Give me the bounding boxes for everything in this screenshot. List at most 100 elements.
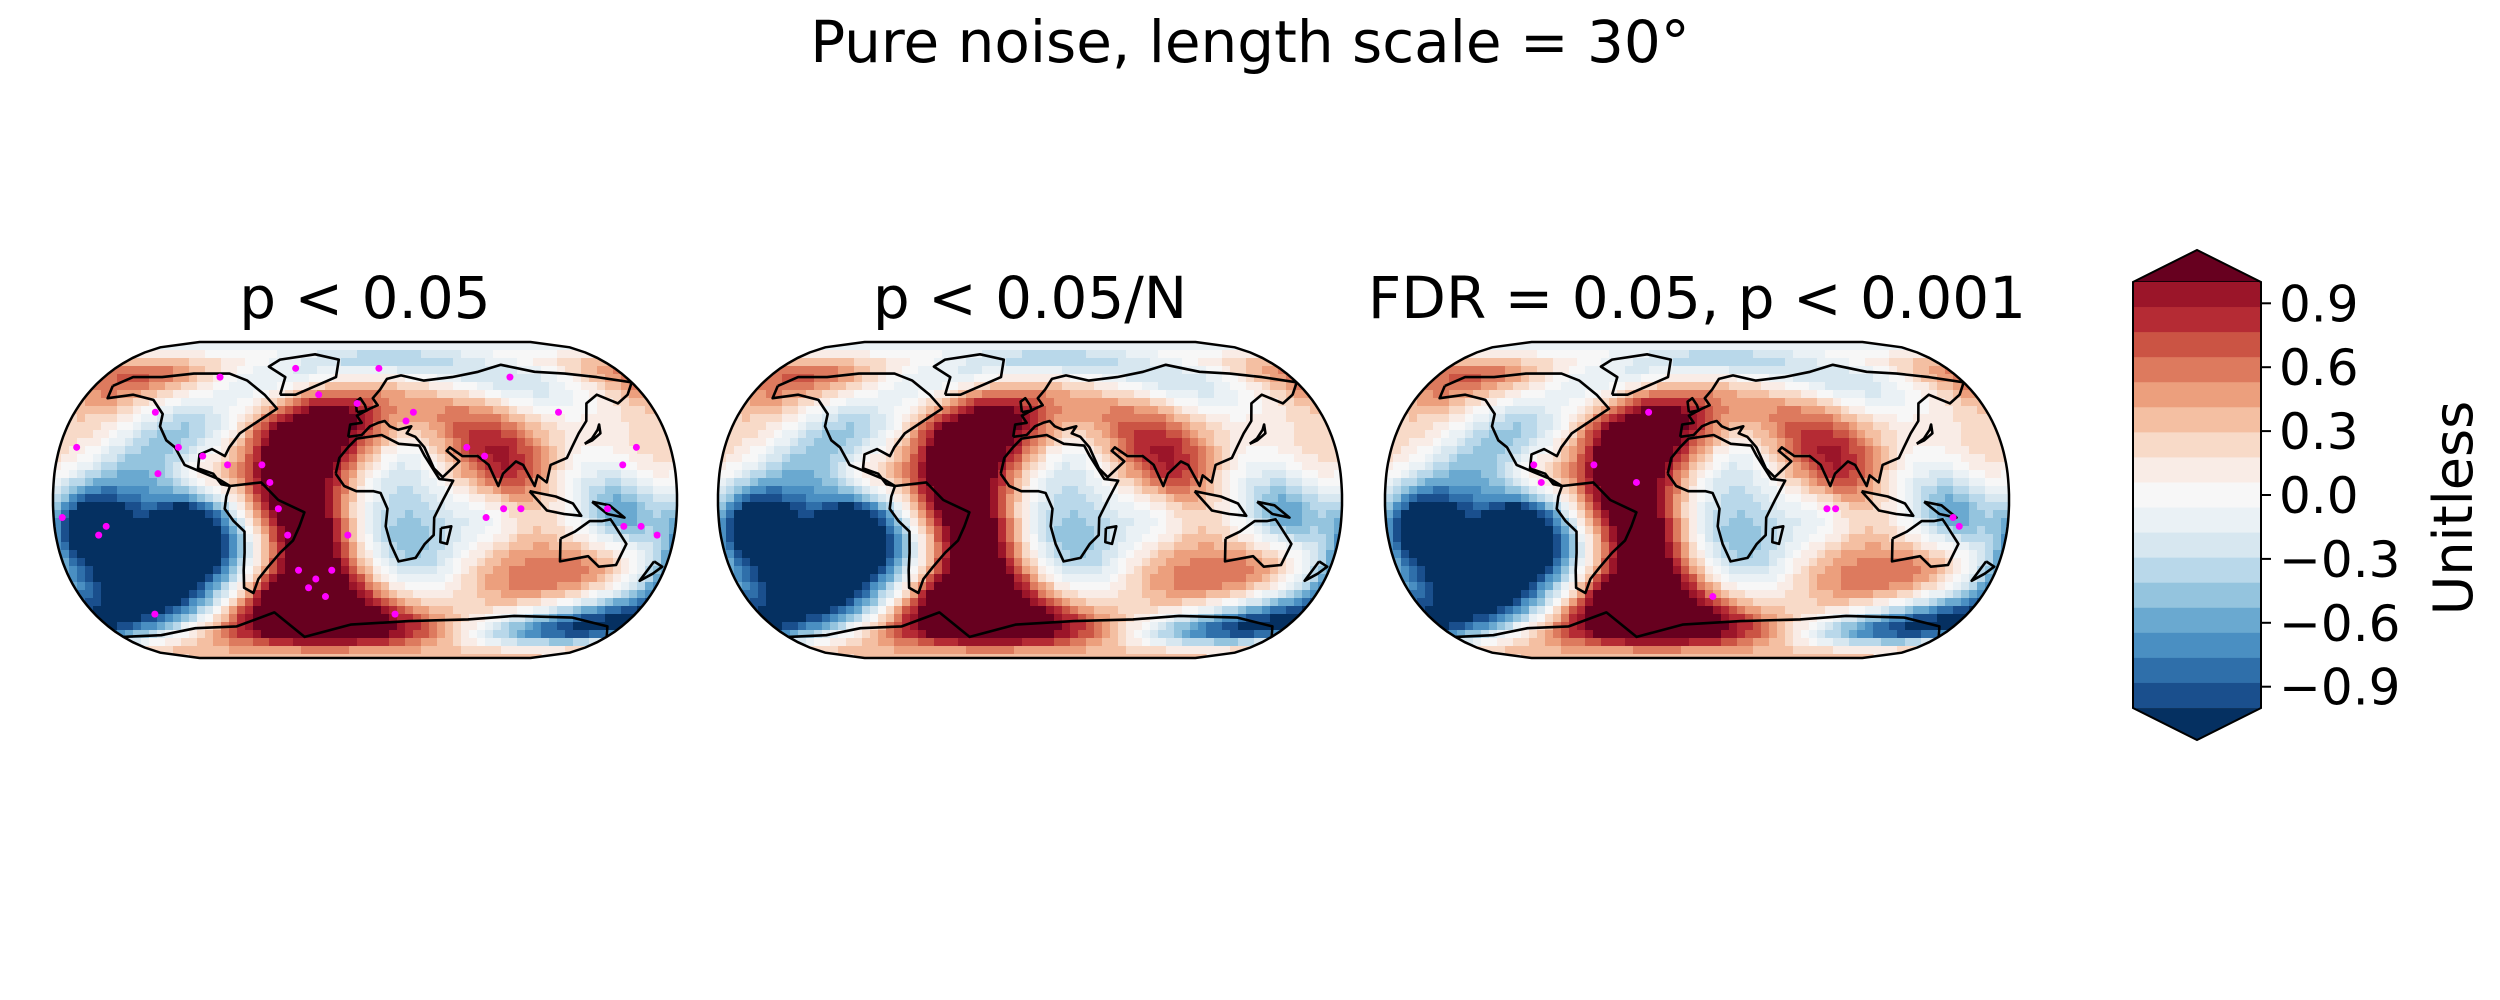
field-cell (461, 502, 470, 511)
field-cell (541, 558, 550, 567)
field-cell (237, 542, 246, 551)
field-cell (1150, 406, 1159, 415)
field-cell (1302, 462, 1311, 471)
field-cell (389, 446, 398, 455)
field-cell (1014, 446, 1023, 455)
field-cell (1134, 398, 1143, 407)
field-cell (149, 542, 158, 551)
field-cell (1046, 494, 1055, 503)
field-cell (1190, 430, 1199, 439)
field-cell (333, 510, 342, 519)
field-cell (645, 430, 654, 439)
field-cell (758, 502, 767, 511)
field-cell (1022, 478, 1031, 487)
field-cell (950, 534, 959, 543)
field-cell (405, 470, 414, 479)
field-cell (1022, 398, 1031, 407)
field-cell (69, 454, 78, 463)
field-cell (613, 390, 622, 399)
field-cell (1054, 470, 1063, 479)
field-cell (405, 574, 414, 583)
field-cell (734, 534, 743, 543)
field-cell (341, 550, 350, 559)
field-cell (141, 502, 150, 511)
field-cell (317, 638, 326, 647)
field-cell (117, 518, 126, 527)
field-cell (317, 590, 326, 599)
field-cell (1078, 470, 1087, 479)
field-cell (517, 574, 526, 583)
field-cell (926, 478, 935, 487)
field-cell (541, 446, 550, 455)
field-cell (934, 470, 943, 479)
field-cell (1238, 390, 1247, 399)
field-cell (117, 590, 126, 599)
field-cell (1070, 438, 1079, 447)
field-cell (862, 438, 871, 447)
field-cell (790, 502, 799, 511)
field-cell (758, 382, 767, 391)
field-cell (758, 494, 767, 503)
field-cell (750, 518, 759, 527)
field-cell (1318, 510, 1327, 519)
field-cell (806, 518, 815, 527)
field-cell (453, 422, 462, 431)
field-cell (77, 550, 86, 559)
field-cell (349, 566, 358, 575)
field-cell (637, 590, 646, 599)
field-cell (605, 574, 614, 583)
field-cell (165, 382, 174, 391)
field-cell (613, 622, 622, 631)
field-cell (309, 582, 318, 591)
field-cell (974, 342, 983, 351)
field-cell (1174, 518, 1183, 527)
field-cell (557, 502, 566, 511)
field-cell (309, 342, 318, 351)
field-cell (1006, 502, 1015, 511)
field-cell (205, 406, 214, 415)
field-cell (1286, 438, 1295, 447)
field-cell (437, 638, 446, 647)
field-cell (229, 478, 238, 487)
field-cell (870, 462, 879, 471)
field-cell (285, 542, 294, 551)
field-cell (197, 478, 206, 487)
field-cell (557, 606, 566, 615)
field-cell (1030, 542, 1039, 551)
field-cell (477, 478, 486, 487)
field-cell (453, 478, 462, 487)
field-cell (862, 518, 871, 527)
field-cell (1014, 526, 1023, 535)
field-cell (1086, 366, 1095, 375)
field-cell (109, 470, 118, 479)
field-cell (549, 526, 558, 535)
field-cell (942, 470, 951, 479)
field-cell (1062, 438, 1071, 447)
field-cell (1246, 350, 1255, 359)
field-cell (1150, 454, 1159, 463)
field-cell (413, 510, 422, 519)
field-cell (517, 398, 526, 407)
field-cell (870, 430, 879, 439)
field-cell (429, 358, 438, 367)
field-cell (573, 606, 582, 615)
field-cell (637, 446, 646, 455)
field-cell (1302, 534, 1311, 543)
field-cell (205, 438, 214, 447)
field-cell (413, 526, 422, 535)
field-cell (437, 630, 446, 639)
field-cell (1270, 470, 1279, 479)
field-cell (1118, 510, 1127, 519)
field-cell (245, 526, 254, 535)
field-cell (141, 614, 150, 623)
field-cell (125, 558, 134, 567)
field-cell (245, 518, 254, 527)
field-cell (1142, 526, 1151, 535)
field-cell (982, 342, 991, 351)
field-cell (894, 406, 903, 415)
field-cell (525, 342, 534, 351)
field-cell (661, 414, 670, 423)
field-cell (541, 470, 550, 479)
field-cell (421, 422, 430, 431)
field-cell (437, 622, 446, 631)
